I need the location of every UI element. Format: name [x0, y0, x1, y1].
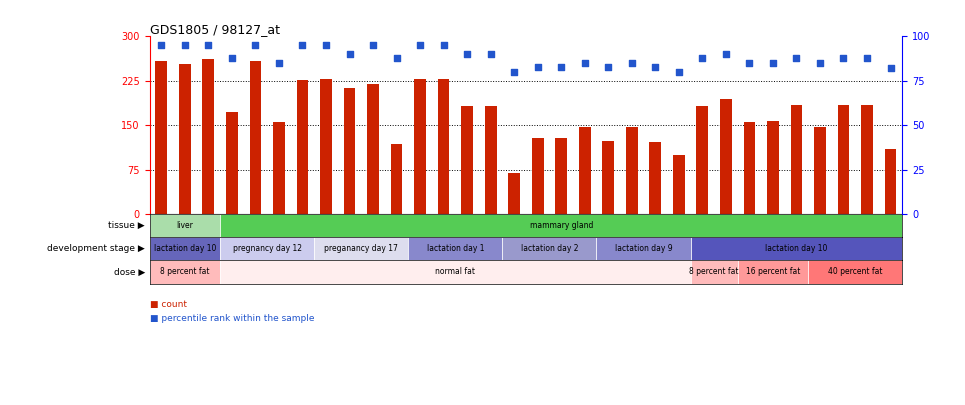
Point — [671, 69, 686, 75]
Point — [366, 42, 381, 49]
Bar — [838, 104, 849, 214]
Point — [530, 64, 545, 70]
Bar — [414, 79, 426, 214]
Point — [507, 69, 522, 75]
Bar — [509, 173, 520, 214]
Bar — [767, 121, 779, 214]
Point — [624, 60, 640, 66]
Text: 16 percent fat: 16 percent fat — [746, 267, 800, 277]
Text: GDS1805 / 98127_at: GDS1805 / 98127_at — [150, 23, 280, 36]
Bar — [649, 142, 661, 214]
Bar — [673, 155, 685, 214]
Point — [178, 42, 193, 49]
Point — [482, 51, 498, 58]
Bar — [220, 237, 315, 260]
Bar — [579, 126, 591, 214]
Bar — [150, 237, 220, 260]
Point — [695, 55, 710, 61]
Point — [577, 60, 593, 66]
Point — [436, 42, 452, 49]
Text: pregnancy day 12: pregnancy day 12 — [233, 244, 302, 254]
Text: lactation day 9: lactation day 9 — [615, 244, 673, 254]
Bar — [737, 260, 808, 284]
Bar — [203, 59, 214, 214]
Bar — [296, 80, 309, 214]
Point — [271, 60, 287, 66]
Text: tissue ▶: tissue ▶ — [108, 221, 145, 230]
Bar — [484, 106, 497, 214]
Text: liver: liver — [177, 221, 193, 230]
Text: dose ▶: dose ▶ — [114, 267, 145, 277]
Bar — [743, 122, 756, 214]
Point — [248, 42, 263, 49]
Bar — [885, 149, 896, 214]
Bar — [344, 88, 355, 214]
Point — [859, 55, 874, 61]
Bar — [503, 237, 596, 260]
Text: normal fat: normal fat — [435, 267, 476, 277]
Bar — [226, 112, 237, 214]
Bar — [150, 260, 220, 284]
Text: lactation day 1: lactation day 1 — [427, 244, 484, 254]
Bar — [408, 237, 503, 260]
Text: lactation day 10: lactation day 10 — [153, 244, 216, 254]
Bar — [596, 237, 691, 260]
Bar — [555, 139, 567, 214]
Bar — [273, 122, 285, 214]
Point — [459, 51, 475, 58]
Bar — [250, 61, 262, 214]
Text: development stage ▶: development stage ▶ — [47, 244, 145, 254]
Bar — [320, 79, 332, 214]
Text: ■ percentile rank within the sample: ■ percentile rank within the sample — [150, 314, 314, 323]
Bar — [461, 106, 473, 214]
Bar — [697, 107, 708, 214]
Point — [600, 64, 616, 70]
Bar — [438, 79, 450, 214]
Bar — [220, 260, 691, 284]
Bar — [814, 126, 826, 214]
Text: ■ count: ■ count — [150, 300, 186, 309]
Bar — [861, 104, 873, 214]
Text: lactation day 2: lactation day 2 — [521, 244, 578, 254]
Bar — [790, 104, 802, 214]
Point — [389, 55, 404, 61]
Text: mammary gland: mammary gland — [530, 221, 593, 230]
Bar — [691, 260, 737, 284]
Point — [765, 60, 781, 66]
Bar — [155, 61, 167, 214]
Text: 40 percent fat: 40 percent fat — [828, 267, 882, 277]
Point — [554, 64, 569, 70]
Point — [294, 42, 310, 49]
Bar — [391, 144, 402, 214]
Text: lactation day 10: lactation day 10 — [765, 244, 828, 254]
Bar — [532, 139, 543, 214]
Bar — [691, 237, 902, 260]
Point — [201, 42, 216, 49]
Point — [788, 55, 804, 61]
Bar — [367, 84, 379, 214]
Point — [718, 51, 733, 58]
Point — [836, 55, 851, 61]
Point — [224, 55, 239, 61]
Point — [342, 51, 357, 58]
Bar — [720, 99, 731, 214]
Point — [412, 42, 427, 49]
Point — [318, 42, 334, 49]
Point — [153, 42, 169, 49]
Bar — [179, 64, 191, 214]
Text: 8 percent fat: 8 percent fat — [160, 267, 209, 277]
Point — [883, 65, 898, 72]
Bar — [315, 237, 408, 260]
Bar — [808, 260, 902, 284]
Point — [742, 60, 758, 66]
Bar — [602, 141, 614, 214]
Bar — [150, 214, 220, 237]
Text: preganancy day 17: preganancy day 17 — [324, 244, 399, 254]
Point — [648, 64, 663, 70]
Text: 8 percent fat: 8 percent fat — [689, 267, 739, 277]
Point — [813, 60, 828, 66]
Bar — [626, 126, 638, 214]
